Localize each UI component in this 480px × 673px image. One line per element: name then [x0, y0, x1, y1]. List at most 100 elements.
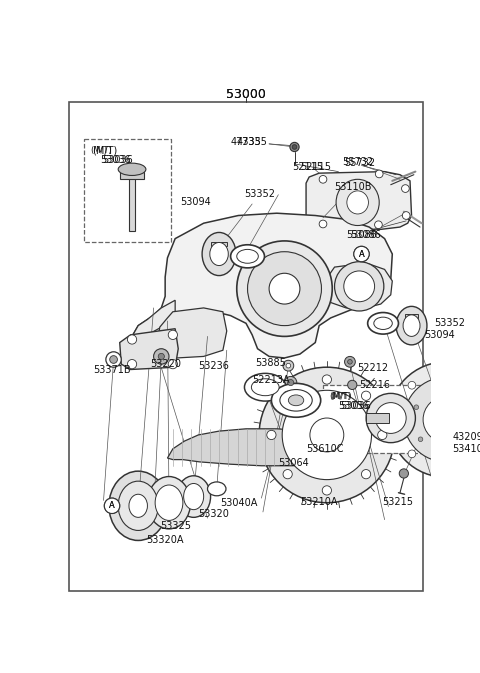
Circle shape — [402, 184, 409, 192]
Circle shape — [402, 212, 410, 219]
Circle shape — [319, 220, 327, 228]
Circle shape — [288, 380, 294, 386]
Text: 53064: 53064 — [278, 458, 309, 468]
Text: (M/T): (M/T) — [329, 392, 351, 401]
Text: 52213A: 52213A — [252, 374, 290, 384]
Ellipse shape — [118, 163, 146, 176]
Text: 55732: 55732 — [342, 157, 373, 167]
Text: 53110B: 53110B — [335, 182, 372, 192]
Text: 53036: 53036 — [338, 402, 369, 411]
Text: 53610C: 53610C — [306, 444, 344, 454]
Text: 52212: 52212 — [358, 363, 389, 373]
Text: 53410: 53410 — [452, 444, 480, 454]
Circle shape — [106, 352, 121, 367]
Circle shape — [361, 470, 371, 479]
Circle shape — [418, 437, 423, 441]
Polygon shape — [132, 300, 175, 350]
Text: 53086: 53086 — [346, 229, 377, 240]
Circle shape — [394, 416, 402, 423]
Polygon shape — [129, 172, 135, 231]
Text: 53371B: 53371B — [94, 365, 131, 374]
Ellipse shape — [118, 481, 158, 530]
Circle shape — [388, 362, 480, 477]
Ellipse shape — [230, 245, 264, 268]
Ellipse shape — [129, 494, 147, 518]
Circle shape — [290, 143, 299, 151]
Text: 53086: 53086 — [350, 229, 381, 240]
Circle shape — [168, 359, 178, 369]
Circle shape — [414, 405, 419, 409]
Text: (M/T): (M/T) — [92, 145, 117, 155]
Circle shape — [285, 376, 297, 389]
Text: (M/T): (M/T) — [90, 145, 112, 155]
Polygon shape — [327, 264, 392, 308]
Text: A: A — [359, 250, 364, 258]
Circle shape — [375, 402, 406, 433]
Bar — [84, 139, 170, 242]
Ellipse shape — [271, 384, 321, 417]
Circle shape — [443, 367, 450, 375]
Ellipse shape — [147, 476, 191, 529]
Circle shape — [423, 396, 469, 443]
Circle shape — [375, 170, 383, 178]
Circle shape — [361, 391, 371, 400]
Circle shape — [322, 486, 332, 495]
Circle shape — [348, 380, 357, 390]
Circle shape — [443, 464, 450, 472]
Text: A: A — [109, 501, 115, 510]
Text: 47335: 47335 — [230, 137, 262, 147]
Polygon shape — [405, 314, 419, 318]
Ellipse shape — [403, 315, 420, 336]
Circle shape — [469, 398, 474, 402]
Circle shape — [322, 375, 332, 384]
Text: 53036: 53036 — [102, 155, 133, 165]
Ellipse shape — [374, 317, 392, 330]
Text: 53036: 53036 — [340, 402, 371, 411]
Ellipse shape — [396, 306, 427, 345]
Circle shape — [404, 377, 480, 462]
Text: 55732: 55732 — [344, 158, 375, 168]
Ellipse shape — [207, 482, 226, 496]
Polygon shape — [306, 172, 411, 229]
Polygon shape — [120, 172, 144, 179]
Polygon shape — [366, 413, 389, 423]
Text: 53352: 53352 — [244, 189, 275, 199]
Text: 53094: 53094 — [180, 197, 211, 207]
Text: 53000: 53000 — [226, 88, 266, 101]
Circle shape — [399, 469, 408, 478]
Circle shape — [283, 391, 292, 400]
Circle shape — [366, 394, 415, 443]
Bar — [323, 385, 429, 453]
Circle shape — [286, 363, 291, 368]
Ellipse shape — [269, 273, 300, 304]
Text: 53040A: 53040A — [221, 498, 258, 507]
Circle shape — [292, 145, 297, 149]
Circle shape — [348, 359, 352, 364]
Polygon shape — [168, 429, 331, 466]
Circle shape — [408, 450, 416, 458]
Ellipse shape — [177, 476, 211, 518]
Text: 53000: 53000 — [226, 88, 266, 101]
Polygon shape — [120, 328, 178, 369]
Circle shape — [408, 382, 416, 389]
Text: A: A — [109, 501, 115, 510]
Circle shape — [437, 411, 456, 429]
Ellipse shape — [280, 390, 312, 411]
Text: 53210A: 53210A — [300, 497, 337, 507]
Ellipse shape — [344, 271, 374, 302]
Ellipse shape — [237, 241, 332, 336]
Text: 53215: 53215 — [382, 497, 413, 507]
Polygon shape — [211, 242, 227, 246]
Circle shape — [283, 470, 292, 479]
Circle shape — [154, 349, 169, 364]
Text: 53320A: 53320A — [146, 534, 183, 544]
Ellipse shape — [288, 395, 304, 406]
Text: 53236: 53236 — [198, 361, 229, 371]
Circle shape — [319, 176, 327, 183]
Circle shape — [310, 418, 344, 452]
Circle shape — [374, 221, 382, 229]
Circle shape — [345, 357, 355, 367]
Text: 53320: 53320 — [198, 509, 229, 520]
Text: 43209: 43209 — [452, 432, 480, 442]
Ellipse shape — [109, 471, 168, 540]
